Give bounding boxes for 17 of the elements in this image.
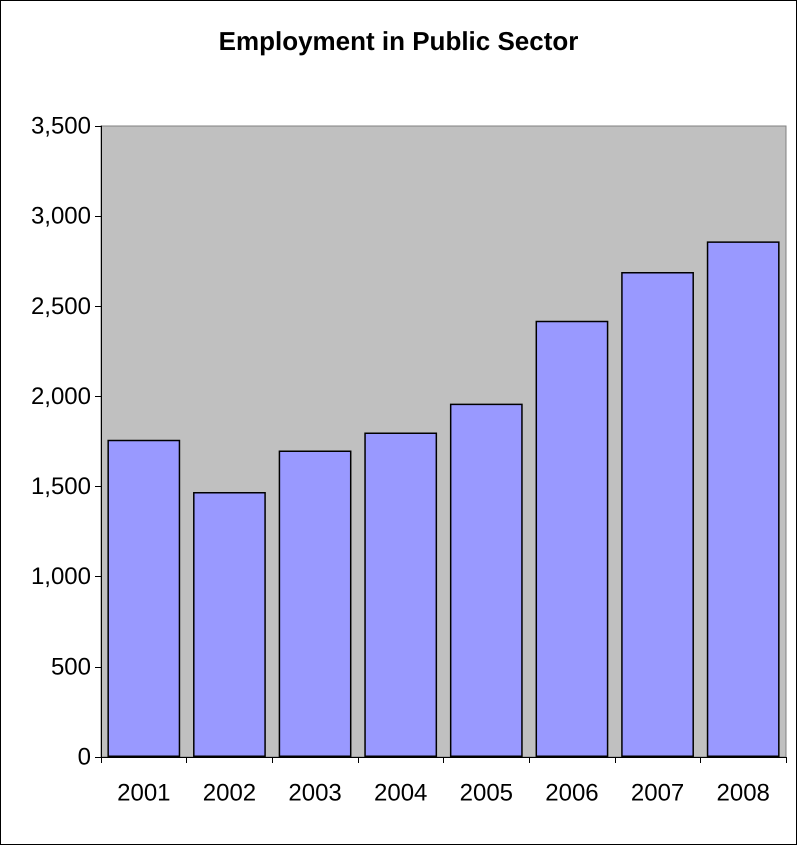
y-tick-label: 0 bbox=[78, 744, 91, 770]
y-tick-label: 1,000 bbox=[30, 563, 91, 590]
x-tick-label: 2001 bbox=[117, 780, 171, 806]
y-tick-label: 2,500 bbox=[30, 292, 91, 320]
x-tick-label: 2006 bbox=[545, 780, 599, 806]
y-tick-label: 3,000 bbox=[30, 202, 91, 230]
y-tick-label: 3,500 bbox=[30, 112, 91, 140]
x-tick-label: 2008 bbox=[716, 780, 770, 806]
x-tick-label: 2002 bbox=[202, 780, 256, 806]
x-tick-label: 2005 bbox=[460, 780, 514, 806]
y-tick-label: 1,500 bbox=[30, 473, 91, 500]
y-tick-label: 500 bbox=[50, 653, 91, 680]
chart-title: Employment in Public Sector bbox=[218, 26, 578, 56]
x-tick-label: 2004 bbox=[374, 780, 428, 806]
x-tick-label: 2003 bbox=[288, 780, 342, 806]
x-tick-label: 2007 bbox=[630, 780, 684, 806]
y-tick-label: 2,000 bbox=[30, 382, 91, 410]
